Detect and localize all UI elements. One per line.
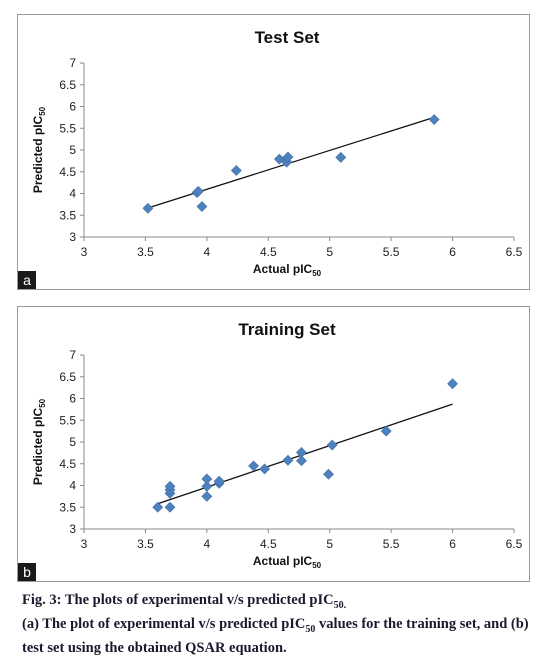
y-tick-label: 6 bbox=[69, 392, 76, 406]
x-tick-label: 3 bbox=[81, 537, 88, 551]
caption-line-2-text: (a) The plot of experimental v/s predict… bbox=[22, 615, 306, 632]
y-tick-label: 4.5 bbox=[59, 165, 76, 179]
y-axis-label-subscript: 50 bbox=[38, 398, 47, 407]
y-tick-label: 4.5 bbox=[59, 457, 76, 471]
y-tick-label: 3 bbox=[69, 522, 76, 536]
data-point bbox=[213, 475, 225, 487]
x-tick-label: 6 bbox=[449, 537, 456, 551]
x-tick-label: 6.5 bbox=[506, 537, 523, 551]
y-axis-label: Predicted pIC50 bbox=[31, 398, 47, 485]
x-axis-label-main: Actual pIC bbox=[253, 554, 313, 568]
x-axis-label-main: Actual pIC bbox=[253, 262, 313, 276]
data-point bbox=[142, 202, 154, 214]
y-tick-label: 5 bbox=[69, 435, 76, 449]
y-tick-label: 7 bbox=[69, 56, 76, 70]
y-tick-label: 3.5 bbox=[59, 208, 76, 222]
y-axis-label-main: Predicted pIC bbox=[31, 407, 45, 485]
x-tick-label: 6 bbox=[449, 245, 456, 259]
caption-line-1-subscript: 50. bbox=[333, 599, 347, 611]
x-tick-label: 3 bbox=[81, 245, 88, 259]
x-tick-label: 4.5 bbox=[260, 537, 277, 551]
y-tick-label: 7 bbox=[69, 348, 76, 362]
data-point bbox=[282, 454, 294, 466]
caption-line-2-subscript: 50 bbox=[305, 623, 316, 635]
y-tick-label: 5.5 bbox=[59, 121, 76, 135]
data-point bbox=[323, 468, 334, 480]
caption-line-1: Fig. 3: The plots of experimental v/s pr… bbox=[22, 591, 534, 615]
x-tick-label: 5.5 bbox=[383, 245, 400, 259]
y-axis-label-subscript: 50 bbox=[38, 106, 47, 115]
data-point bbox=[201, 490, 213, 502]
data-point bbox=[296, 447, 307, 458]
test-set-chart-panel: Test Set 3 3.5 4 4.5 5 5.5 6 6.5 3 3.5 4 4.5 5 5.5 6 6.5… bbox=[17, 14, 530, 290]
data-point bbox=[196, 201, 208, 212]
y-tick-label: 3.5 bbox=[59, 500, 76, 514]
y-axis-label: Predicted pIC50 bbox=[31, 106, 47, 193]
y-tick-label: 5 bbox=[69, 143, 76, 157]
figure-caption: Fig. 3: The plots of experimental v/s pr… bbox=[22, 591, 534, 658]
x-axis-label-subscript: 50 bbox=[312, 269, 321, 278]
data-point bbox=[326, 439, 338, 451]
y-tick-label: 5.5 bbox=[59, 413, 76, 427]
y-tick-label: 3 bbox=[69, 230, 76, 244]
y-tick-label: 6.5 bbox=[59, 370, 76, 384]
data-point bbox=[282, 151, 294, 163]
data-point bbox=[192, 185, 204, 197]
y-tick-label: 4 bbox=[69, 479, 76, 493]
training-set-chart: Training Set 3 3.5 4 4.5 5 5.5 6 6.5 3 3.5 4 4.5 5 5.5… bbox=[31, 320, 523, 570]
data-point bbox=[152, 501, 164, 513]
training-set-chart-panel: Training Set 3 3.5 4 4.5 5 5.5 6 6.5 3 3.5 4 4.5 5 5.5… bbox=[17, 306, 530, 582]
chart-title: Test Set bbox=[255, 28, 320, 47]
chart-title: Training Set bbox=[238, 320, 336, 339]
data-point bbox=[230, 165, 242, 176]
x-axis-label-subscript: 50 bbox=[312, 561, 321, 570]
x-tick-label: 5 bbox=[326, 537, 333, 551]
panel-tag-b: b bbox=[18, 563, 36, 581]
x-axis-label: Actual pIC50 bbox=[253, 554, 322, 570]
x-tick-label: 3.5 bbox=[137, 245, 154, 259]
data-point bbox=[380, 425, 392, 437]
caption-line-2-rest: values for the training set, and (b) tes… bbox=[22, 615, 529, 656]
x-axis-label: Actual pIC50 bbox=[253, 262, 322, 278]
x-tick-label: 4 bbox=[204, 537, 211, 551]
data-point bbox=[248, 460, 259, 472]
y-tick-label: 6.5 bbox=[59, 78, 76, 92]
data-point bbox=[201, 473, 213, 485]
data-point bbox=[164, 501, 176, 513]
data-point bbox=[335, 151, 347, 163]
y-tick-label: 6 bbox=[69, 100, 76, 114]
y-axis-label-main: Predicted pIC bbox=[31, 115, 45, 193]
data-point bbox=[164, 480, 176, 492]
x-tick-label: 4 bbox=[204, 245, 211, 259]
x-tick-label: 3.5 bbox=[137, 537, 154, 551]
caption-line-1-text: Fig. 3: The plots of experimental v/s pr… bbox=[22, 592, 334, 608]
x-tick-label: 4.5 bbox=[260, 245, 277, 259]
data-point bbox=[201, 480, 213, 492]
data-point bbox=[428, 114, 440, 125]
y-tick-label: 4 bbox=[69, 187, 76, 201]
data-point bbox=[447, 378, 458, 390]
data-point bbox=[296, 455, 307, 467]
x-tick-label: 5 bbox=[326, 245, 333, 259]
caption-line-2: (a) The plot of experimental v/s predict… bbox=[22, 615, 534, 658]
panel-tag-a: a bbox=[18, 271, 36, 289]
data-point bbox=[259, 463, 271, 475]
test-set-chart: Test Set 3 3.5 4 4.5 5 5.5 6 6.5 3 3.5 4 4.5 5 5.5 6 6.5… bbox=[31, 28, 523, 278]
x-tick-label: 5.5 bbox=[383, 537, 400, 551]
x-tick-label: 6.5 bbox=[506, 245, 523, 259]
